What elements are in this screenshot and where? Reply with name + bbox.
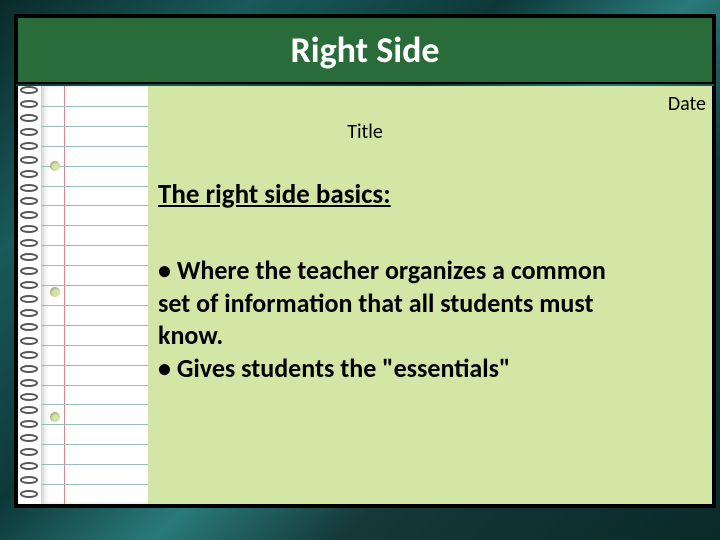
spiral-ring: [20, 406, 38, 414]
spiral-ring: [20, 337, 38, 345]
spiral-ring: [20, 281, 38, 289]
notebook-paper: [42, 86, 148, 504]
spiral-ring: [20, 490, 38, 498]
paper-rule-line: [42, 285, 148, 286]
spiral-ring: [20, 295, 38, 303]
paper-rule-line: [42, 225, 148, 226]
paper-rule-line: [42, 424, 148, 425]
paper-rule-line: [42, 146, 148, 147]
paper-rule-line: [42, 205, 148, 206]
spiral-ring: [20, 462, 38, 470]
paper-hole: [50, 287, 60, 297]
body-text: • Where the teacher organizes a common s…: [158, 254, 618, 384]
paper-rule-line: [42, 345, 148, 346]
spiral-ring: [20, 86, 38, 94]
bullet-item: • Gives students the "essentials": [158, 352, 618, 385]
spiral-ring: [20, 323, 38, 331]
spiral-ring: [20, 156, 38, 164]
spiral-ring: [20, 211, 38, 219]
paper-rule-line: [42, 404, 148, 405]
paper-rule-line: [42, 265, 148, 266]
spiral-ring: [20, 197, 38, 205]
spiral-ring: [20, 309, 38, 317]
spiral-ring: [20, 128, 38, 136]
date-label: Date: [668, 92, 706, 116]
paper-rule-line: [42, 305, 148, 306]
title-banner: Right Side: [16, 16, 714, 84]
paper-rule-line: [42, 484, 148, 485]
notebook-spiral: [18, 86, 42, 504]
spiral-ring: [20, 448, 38, 456]
spiral-ring: [20, 170, 38, 178]
spiral-ring: [20, 351, 38, 359]
spiral-ring: [20, 184, 38, 192]
spiral-ring: [20, 379, 38, 387]
paper-margin-line: [64, 86, 65, 504]
paper-rule-line: [42, 245, 148, 246]
paper-rule-line: [42, 126, 148, 127]
paper-rule-line: [42, 464, 148, 465]
paper-rule-line: [42, 365, 148, 366]
spiral-ring: [20, 420, 38, 428]
spiral-ring: [20, 476, 38, 484]
spiral-ring: [20, 253, 38, 261]
paper-rule-line: [42, 186, 148, 187]
paper-hole: [50, 161, 60, 171]
paper-rule-line: [42, 385, 148, 386]
bullet-item: • Where the teacher organizes a common s…: [158, 254, 618, 352]
spiral-ring: [20, 225, 38, 233]
paper-rule-line: [42, 106, 148, 107]
slide-title: Right Side: [290, 28, 439, 72]
section-heading: The right side basics:: [158, 178, 391, 211]
spiral-ring: [20, 393, 38, 401]
spiral-ring: [20, 142, 38, 150]
slide-frame: Right Side Date Title The right side bas…: [14, 14, 716, 508]
spiral-ring: [20, 239, 38, 247]
spiral-ring: [20, 434, 38, 442]
paper-hole: [50, 412, 60, 422]
spiral-ring: [20, 100, 38, 108]
content-card: Date Title The right side basics: • Wher…: [16, 86, 714, 506]
paper-rule-line: [42, 444, 148, 445]
spiral-ring: [20, 114, 38, 122]
paper-rule-line: [42, 325, 148, 326]
spiral-ring: [20, 365, 38, 373]
spiral-ring: [20, 267, 38, 275]
notebook-graphic: [18, 86, 148, 504]
subtitle-label: Title: [347, 120, 383, 144]
